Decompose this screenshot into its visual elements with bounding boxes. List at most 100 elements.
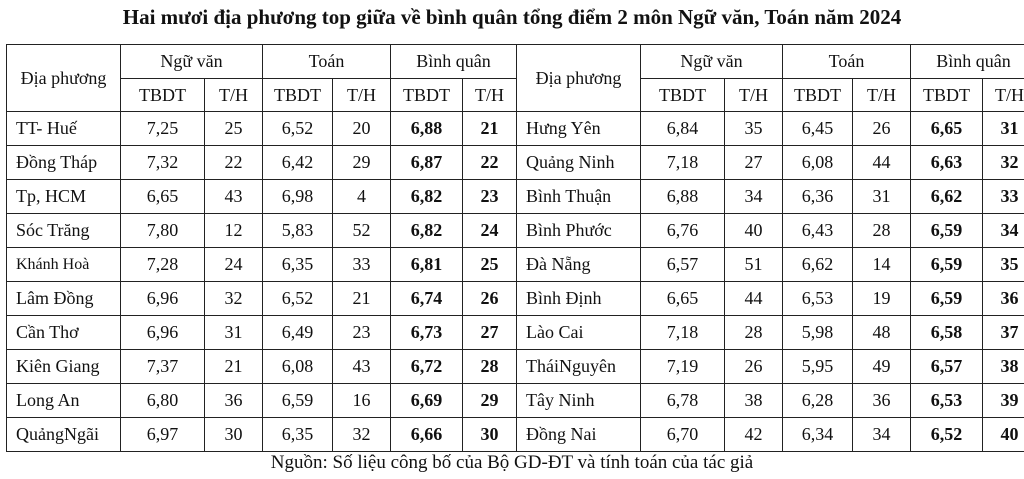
table-row: TT- Huế 7,25 25 6,52 20 6,88 21 Hưng Yên… — [6, 111, 1024, 146]
toan-rank: 49 — [852, 349, 912, 384]
nguvan-score: 6,84 — [640, 111, 726, 146]
header-th: T/H — [331, 78, 392, 112]
average-score: 6,87 — [390, 145, 464, 180]
average-rank: 25 — [462, 247, 518, 282]
toan-score: 6,53 — [782, 281, 854, 316]
table-row: Sóc Trăng 7,80 12 5,83 52 6,82 24 Bình P… — [6, 213, 1024, 248]
nguvan-score: 6,76 — [640, 213, 726, 248]
nguvan-score: 7,25 — [120, 111, 205, 146]
toan-score: 6,62 — [782, 247, 854, 282]
place-name: Bình Định — [516, 281, 642, 316]
header-th: T/H — [724, 78, 784, 112]
average-rank: 23 — [462, 179, 518, 214]
toan-rank: 31 — [852, 179, 912, 214]
average-rank: 35 — [982, 247, 1024, 282]
nguvan-rank: 32 — [204, 281, 263, 316]
toan-rank: 29 — [331, 145, 392, 180]
average-score: 6,59 — [910, 213, 984, 248]
header-place-left: Địa phương — [6, 44, 121, 112]
place-name: Đà Nẵng — [516, 247, 642, 282]
toan-rank: 33 — [331, 247, 392, 282]
average-score: 6,52 — [910, 417, 984, 452]
toan-score: 6,52 — [262, 281, 333, 316]
toan-score: 6,36 — [782, 179, 854, 214]
nguvan-rank: 44 — [724, 281, 784, 316]
rankings-table: Địa phương Ngữ văn Toán Bình quân Địa ph… — [6, 44, 1024, 452]
average-rank: 33 — [982, 179, 1024, 214]
toan-rank: 48 — [852, 315, 912, 350]
nguvan-score: 6,78 — [640, 383, 726, 418]
average-rank: 31 — [982, 111, 1024, 146]
nguvan-score: 6,80 — [120, 383, 205, 418]
average-score: 6,72 — [390, 349, 464, 384]
toan-score: 6,08 — [262, 349, 333, 384]
nguvan-rank: 22 — [204, 145, 263, 180]
average-score: 6,73 — [390, 315, 464, 350]
average-score: 6,57 — [910, 349, 984, 384]
header-binhquan-left: Bình quân — [390, 44, 518, 79]
average-score: 6,88 — [390, 111, 464, 146]
toan-rank: 21 — [331, 281, 392, 316]
header-th: T/H — [462, 78, 518, 112]
place-name: Quảng Ninh — [516, 145, 642, 180]
table-row: Khánh Hoà 7,28 24 6,35 33 6,81 25 Đà Nẵn… — [6, 247, 1024, 282]
toan-score: 6,35 — [262, 417, 333, 452]
nguvan-score: 7,37 — [120, 349, 205, 384]
average-score: 6,62 — [910, 179, 984, 214]
average-rank: 30 — [462, 417, 518, 452]
toan-rank: 20 — [331, 111, 392, 146]
toan-score: 5,98 — [782, 315, 854, 350]
nguvan-score: 6,65 — [120, 179, 205, 214]
place-name: TháiNguyên — [516, 349, 642, 384]
toan-rank: 52 — [331, 213, 392, 248]
nguvan-rank: 21 — [204, 349, 263, 384]
table-row: Kiên Giang 7,37 21 6,08 43 6,72 28 TháiN… — [6, 349, 1024, 384]
average-rank: 21 — [462, 111, 518, 146]
toan-rank: 32 — [331, 417, 392, 452]
toan-score: 6,59 — [262, 383, 333, 418]
average-score: 6,81 — [390, 247, 464, 282]
place-name: Bình Phước — [516, 213, 642, 248]
toan-rank: 28 — [852, 213, 912, 248]
nguvan-rank: 36 — [204, 383, 263, 418]
place-name: Tây Ninh — [516, 383, 642, 418]
header-tbdt: TBDT — [390, 78, 464, 112]
average-rank: 39 — [982, 383, 1024, 418]
header-th: T/H — [852, 78, 912, 112]
source-note: Nguồn: Số liệu công bố của Bộ GD-ĐT và t… — [270, 452, 754, 473]
nguvan-rank: 51 — [724, 247, 784, 282]
average-score: 6,65 — [910, 111, 984, 146]
nguvan-score: 6,88 — [640, 179, 726, 214]
nguvan-score: 6,57 — [640, 247, 726, 282]
nguvan-rank: 35 — [724, 111, 784, 146]
average-score: 6,82 — [390, 213, 464, 248]
table-body: TT- Huế 7,25 25 6,52 20 6,88 21 Hưng Yên… — [6, 111, 1024, 452]
nguvan-rank: 27 — [724, 145, 784, 180]
average-rank: 22 — [462, 145, 518, 180]
toan-rank: 26 — [852, 111, 912, 146]
table-header: Địa phương Ngữ văn Toán Bình quân Địa ph… — [6, 44, 1024, 112]
table-row: Lâm Đồng 6,96 32 6,52 21 6,74 26 Bình Đị… — [6, 281, 1024, 316]
table-row: Tp, HCM 6,65 43 6,98 4 6,82 23 Bình Thuậ… — [6, 179, 1024, 214]
table-row: Long An 6,80 36 6,59 16 6,69 29 Tây Ninh… — [6, 383, 1024, 418]
toan-score: 6,28 — [782, 383, 854, 418]
nguvan-score: 7,28 — [120, 247, 205, 282]
place-name: Kiên Giang — [6, 349, 121, 384]
nguvan-score: 7,18 — [640, 315, 726, 350]
toan-rank: 36 — [852, 383, 912, 418]
header-tbdt: TBDT — [640, 78, 726, 112]
average-score: 6,63 — [910, 145, 984, 180]
header-nguvan-right: Ngữ văn — [640, 44, 784, 79]
toan-rank: 23 — [331, 315, 392, 350]
toan-score: 6,98 — [262, 179, 333, 214]
average-score: 6,66 — [390, 417, 464, 452]
toan-rank: 44 — [852, 145, 912, 180]
place-name: Lào Cai — [516, 315, 642, 350]
average-rank: 37 — [982, 315, 1024, 350]
toan-score: 6,49 — [262, 315, 333, 350]
nguvan-rank: 24 — [204, 247, 263, 282]
toan-score: 6,42 — [262, 145, 333, 180]
nguvan-rank: 12 — [204, 213, 263, 248]
toan-score: 6,52 — [262, 111, 333, 146]
nguvan-rank: 43 — [204, 179, 263, 214]
